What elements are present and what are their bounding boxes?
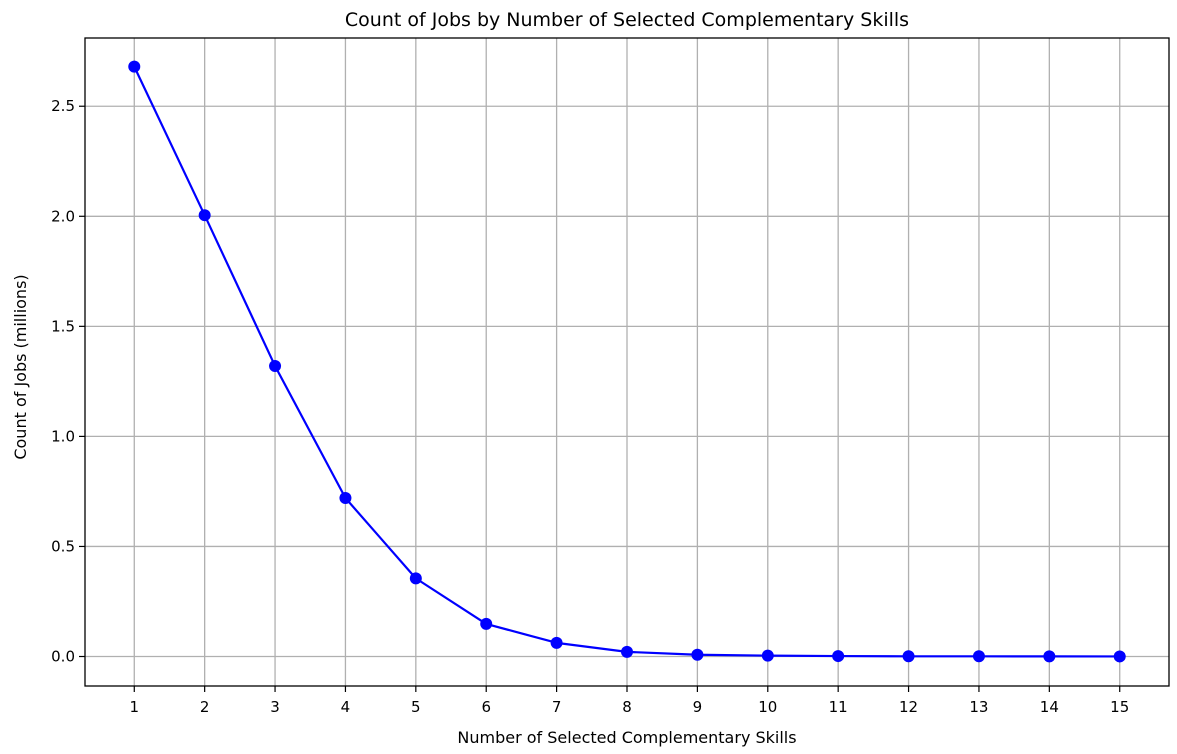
- x-tick-label: 3: [270, 698, 280, 716]
- x-tick-label: 12: [899, 698, 918, 716]
- data-point: [410, 572, 422, 584]
- y-tick-label: 1.0: [51, 427, 75, 445]
- x-tick-label: 7: [552, 698, 562, 716]
- x-axis-label: Number of Selected Complementary Skills: [457, 728, 796, 747]
- x-tick-label: 1: [129, 698, 139, 716]
- x-tick-label: 6: [481, 698, 491, 716]
- x-tick-label: 9: [693, 698, 703, 716]
- x-tick-label: 13: [969, 698, 988, 716]
- data-point: [551, 637, 563, 649]
- y-axis-label: Count of Jobs (millions): [11, 274, 30, 459]
- data-point: [973, 650, 985, 662]
- data-point: [1043, 650, 1055, 662]
- y-tick-label: 2.5: [51, 97, 75, 115]
- x-tick-label: 14: [1040, 698, 1059, 716]
- data-point: [691, 649, 703, 661]
- data-point: [832, 650, 844, 662]
- x-tick-label: 8: [622, 698, 632, 716]
- data-point: [339, 492, 351, 504]
- y-tick-label: 1.5: [51, 317, 75, 335]
- data-point: [480, 618, 492, 630]
- x-tick-label: 15: [1110, 698, 1129, 716]
- data-point: [762, 650, 774, 662]
- data-point: [128, 61, 140, 73]
- x-tick-label: 10: [758, 698, 777, 716]
- data-point: [621, 646, 633, 658]
- y-tick-label: 2.0: [51, 207, 75, 225]
- data-point: [1114, 650, 1126, 662]
- x-tick-label: 4: [341, 698, 351, 716]
- y-tick-label: 0.0: [51, 648, 75, 666]
- data-point: [199, 209, 211, 221]
- x-tick-label: 5: [411, 698, 421, 716]
- x-tick-label: 11: [829, 698, 848, 716]
- grid: [85, 38, 1169, 686]
- x-tick-label: 2: [200, 698, 210, 716]
- chart-title: Count of Jobs by Number of Selected Comp…: [345, 9, 909, 31]
- y-tick-label: 0.5: [51, 537, 75, 555]
- axis-ticks: 1 2 3 4 5 6 7 8 9 10 11 12 13 14 150.00.51.01.52.02.5: [51, 97, 1129, 716]
- data-point: [269, 360, 281, 372]
- data-point: [903, 650, 915, 662]
